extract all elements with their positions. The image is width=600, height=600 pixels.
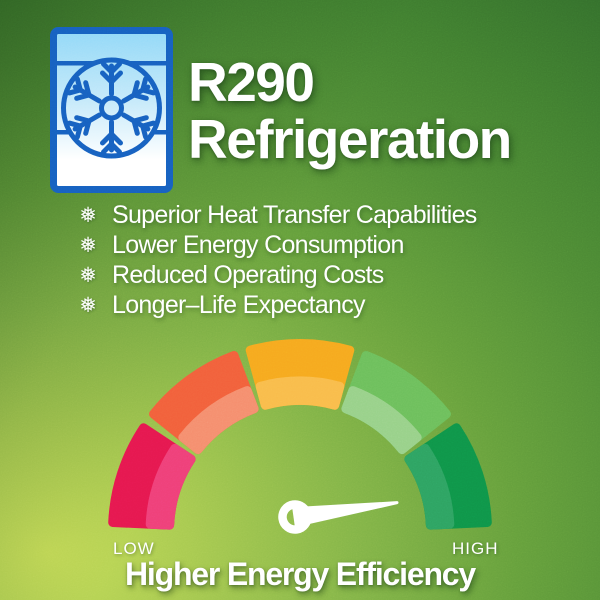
- feature-item: ❅ Longer–Life Expectancy: [70, 290, 477, 320]
- gauge-low-label: LOW: [113, 539, 155, 558]
- title-line-2: Refrigeration: [188, 108, 512, 170]
- feature-list: ❅ Superior Heat Transfer Capabilities ❅ …: [70, 200, 477, 320]
- efficiency-gauge: [108, 339, 492, 534]
- feature-item: ❅ Superior Heat Transfer Capabilities: [70, 200, 477, 230]
- snowflake-bullet-icon: ❅: [79, 233, 97, 257]
- freezer-icon: [50, 27, 173, 193]
- feature-label: Longer–Life Expectancy: [112, 290, 366, 319]
- snowflake-bullet-icon: ❅: [79, 203, 97, 227]
- feature-item: ❅ Reduced Operating Costs: [70, 260, 477, 290]
- gauge-high-label: HIGH: [452, 539, 499, 558]
- gauge-segments: [108, 339, 492, 530]
- feature-label: Lower Energy Consumption: [112, 230, 404, 259]
- feature-item: ❅ Lower Energy Consumption: [70, 230, 477, 260]
- snowflake-bullet-icon: ❅: [79, 263, 97, 287]
- feature-label: Superior Heat Transfer Capabilities: [112, 200, 477, 229]
- footer-headline: Higher Energy Efficiency: [125, 556, 476, 592]
- title-line-1: R290: [188, 51, 315, 113]
- gauge-segment-band: [255, 376, 345, 410]
- feature-label: Reduced Operating Costs: [112, 260, 384, 289]
- gauge-needle: [278, 500, 399, 534]
- page-title: R290 Refrigeration: [188, 51, 512, 170]
- snowflake-bullet-icon: ❅: [79, 293, 97, 317]
